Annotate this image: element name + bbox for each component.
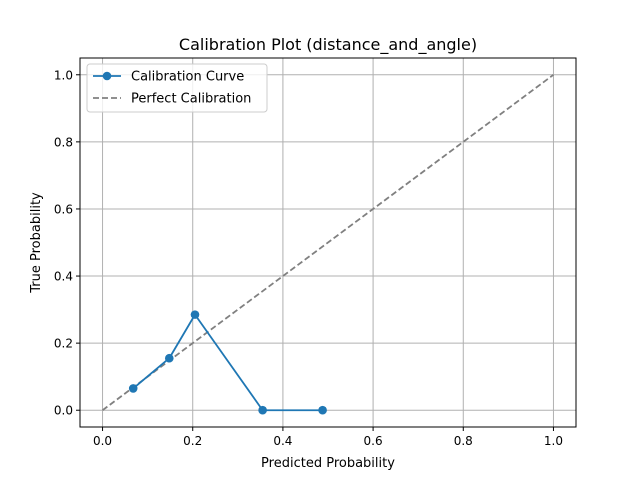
y-axis-label: True Probability [29,192,44,294]
y-tick-label: 0.0 [54,404,73,418]
perfect-calibration-line [102,74,554,411]
x-tick-label: 0.8 [454,434,473,448]
x-axis-label: Predicted Probability [261,456,395,471]
legend-perfect-calibration-label: Perfect Calibration [131,92,251,107]
chart-title: Calibration Plot (distance_and_angle) [179,35,477,55]
calibration-curve-point [190,310,200,319]
x-tick-label: 0.6 [364,434,383,448]
y-tick-label: 0.6 [54,202,73,216]
calibration-curve-point [128,384,138,393]
calibration-curve-point [164,353,174,363]
legend: Calibration Curve Perfect Calibration [86,63,268,113]
y-tick-label: 1.0 [54,68,73,82]
x-tick-label: 0.0 [93,434,112,448]
y-tick-label: 0.4 [54,270,73,284]
legend-box [86,63,268,113]
calibration-curve-point [258,405,267,415]
x-tick-label: 1.0 [544,434,563,448]
plot-frame [79,57,577,428]
legend-calibration-curve-label: Calibration Curve [131,70,244,85]
legend-calibration-curve-marker [102,71,112,81]
x-tick-label: 0.2 [183,434,202,448]
x-tick-label: 0.4 [273,434,292,448]
series-layer [102,74,554,415]
calibration-curve-point [318,405,327,415]
y-tick-label: 0.2 [54,337,73,351]
y-tick-label: 0.8 [54,135,73,149]
grid [80,58,576,427]
ticks: 0.0 0.2 0.4 0.6 0.8 1.0 0.0 0.2 0.4 0.6 0.8 1.0 [54,68,563,448]
